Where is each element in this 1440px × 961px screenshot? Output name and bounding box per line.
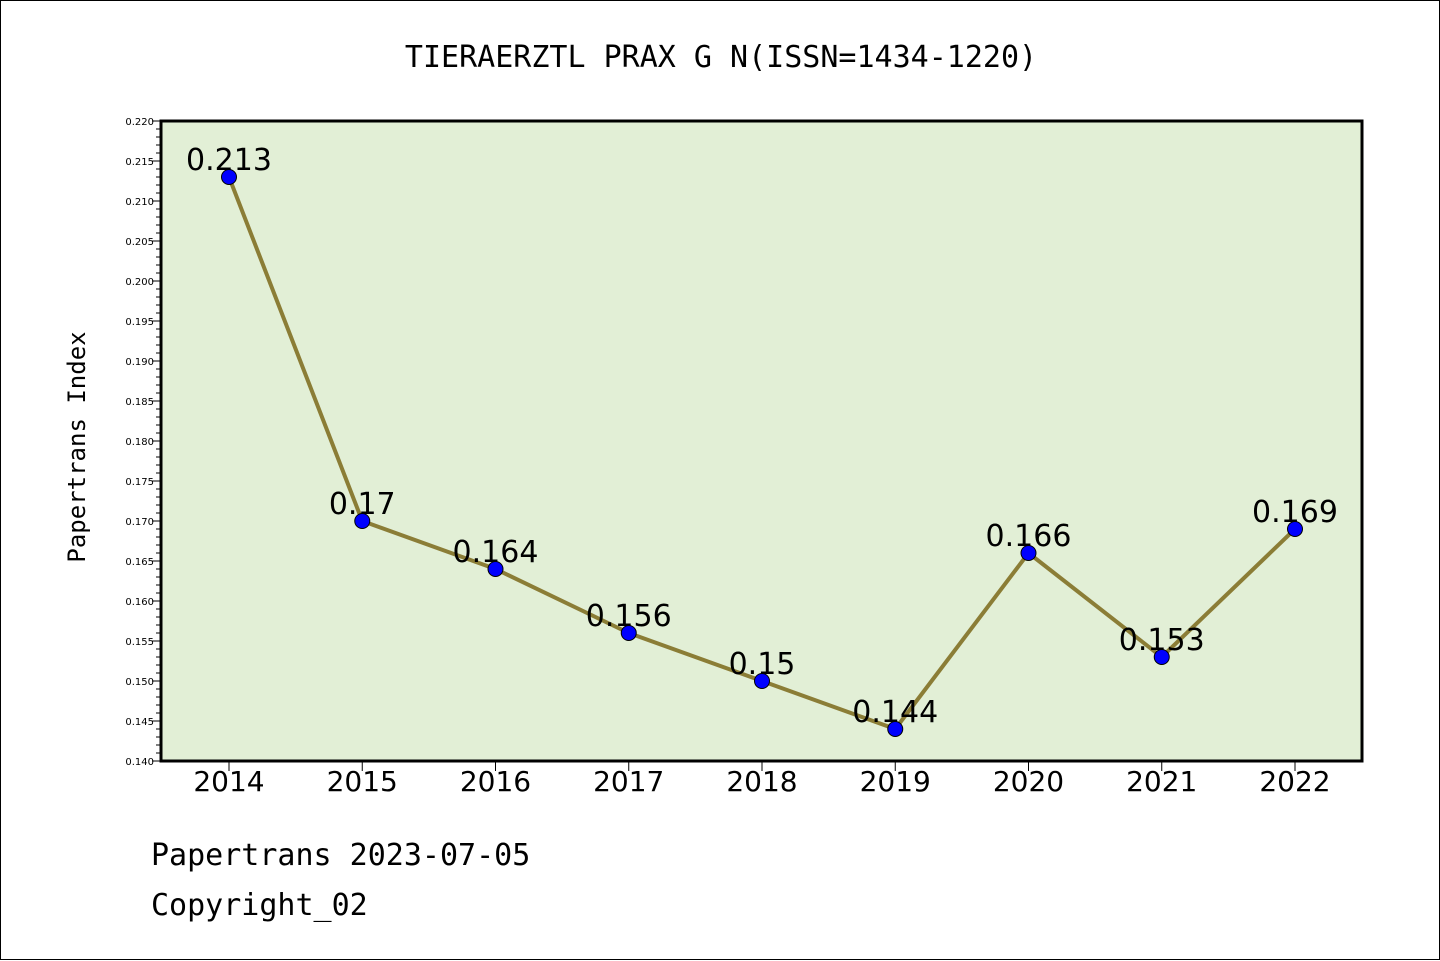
y-tick-label: 0.150: [125, 677, 154, 688]
y-tick-label: 0.185: [125, 397, 154, 408]
x-tick-label: 2022: [1259, 765, 1330, 798]
y-tick-label: 0.165: [125, 557, 154, 568]
data-point: [1153, 649, 1170, 665]
data-label: 0.169: [1252, 495, 1338, 530]
footer-date: Papertrans 2023-07-05: [151, 838, 530, 873]
y-tick-label: 0.170: [125, 517, 154, 528]
data-point: [1287, 521, 1303, 537]
chart-title: TIERAERZTL PRAX G N(ISSN=1434-1220): [405, 40, 1037, 75]
footer-copyright: Copyright_02: [151, 888, 368, 923]
plot-border: [159, 119, 1364, 763]
y-tick-label: 0.180: [125, 437, 154, 448]
y-tick-label: 0.215: [125, 157, 154, 168]
series: [221, 169, 1303, 737]
y-tick-label: 0.220: [125, 117, 154, 128]
y-tick-label: 0.190: [125, 357, 154, 368]
y-tick-label: 0.155: [125, 637, 154, 648]
data-point: [620, 625, 637, 641]
x-axis-ticks: 2014 2015 2016 2017 2018 2019 2020 2021 2022: [193, 761, 1331, 798]
y-axis-label: Papertrans Index: [63, 331, 91, 562]
x-tick-label: 2014: [193, 765, 264, 798]
data-point: [887, 721, 904, 737]
data-label: 0.156: [586, 599, 672, 634]
x-tick-label: 2019: [860, 765, 931, 798]
y-tick-label: 0.145: [125, 717, 154, 728]
data-label: 0.17: [329, 487, 396, 522]
x-tick-label: 2015: [327, 765, 398, 798]
data-label: 0.15: [729, 647, 796, 682]
y-tick-label: 0.195: [125, 317, 154, 328]
data-point: [354, 513, 371, 529]
data-point: [221, 169, 237, 185]
data-label: 0.144: [852, 695, 938, 730]
y-tick-label: 0.160: [125, 597, 154, 608]
data-label: 0.166: [986, 519, 1072, 554]
y-axis-ticks: 0.140 0.145 0.150 0.155 0.160 0.165 0.170 0.175…: [125, 117, 161, 768]
y-tick-label: 0.205: [125, 237, 154, 248]
y-tick-label: 0.200: [125, 277, 154, 288]
data-label: 0.164: [453, 535, 539, 570]
x-tick-label: 2018: [726, 765, 797, 798]
x-tick-label: 2020: [993, 765, 1064, 798]
x-tick-label: 2017: [593, 765, 664, 798]
y-tick-label: 0.210: [125, 197, 154, 208]
data-point: [487, 561, 504, 577]
x-tick-label: 2016: [460, 765, 531, 798]
y-tick-label: 0.140: [125, 757, 154, 768]
y-tick-label: 0.175: [125, 477, 154, 488]
data-label: 0.213: [186, 143, 272, 178]
data-point: [1020, 545, 1037, 561]
data-labels: 0.213 0.17 0.164 0.156 0.15 0.144 0.166 0.153 0.…: [186, 143, 1338, 730]
x-tick-label: 2021: [1126, 765, 1197, 798]
data-label: 0.153: [1119, 623, 1205, 658]
data-point: [754, 673, 770, 689]
